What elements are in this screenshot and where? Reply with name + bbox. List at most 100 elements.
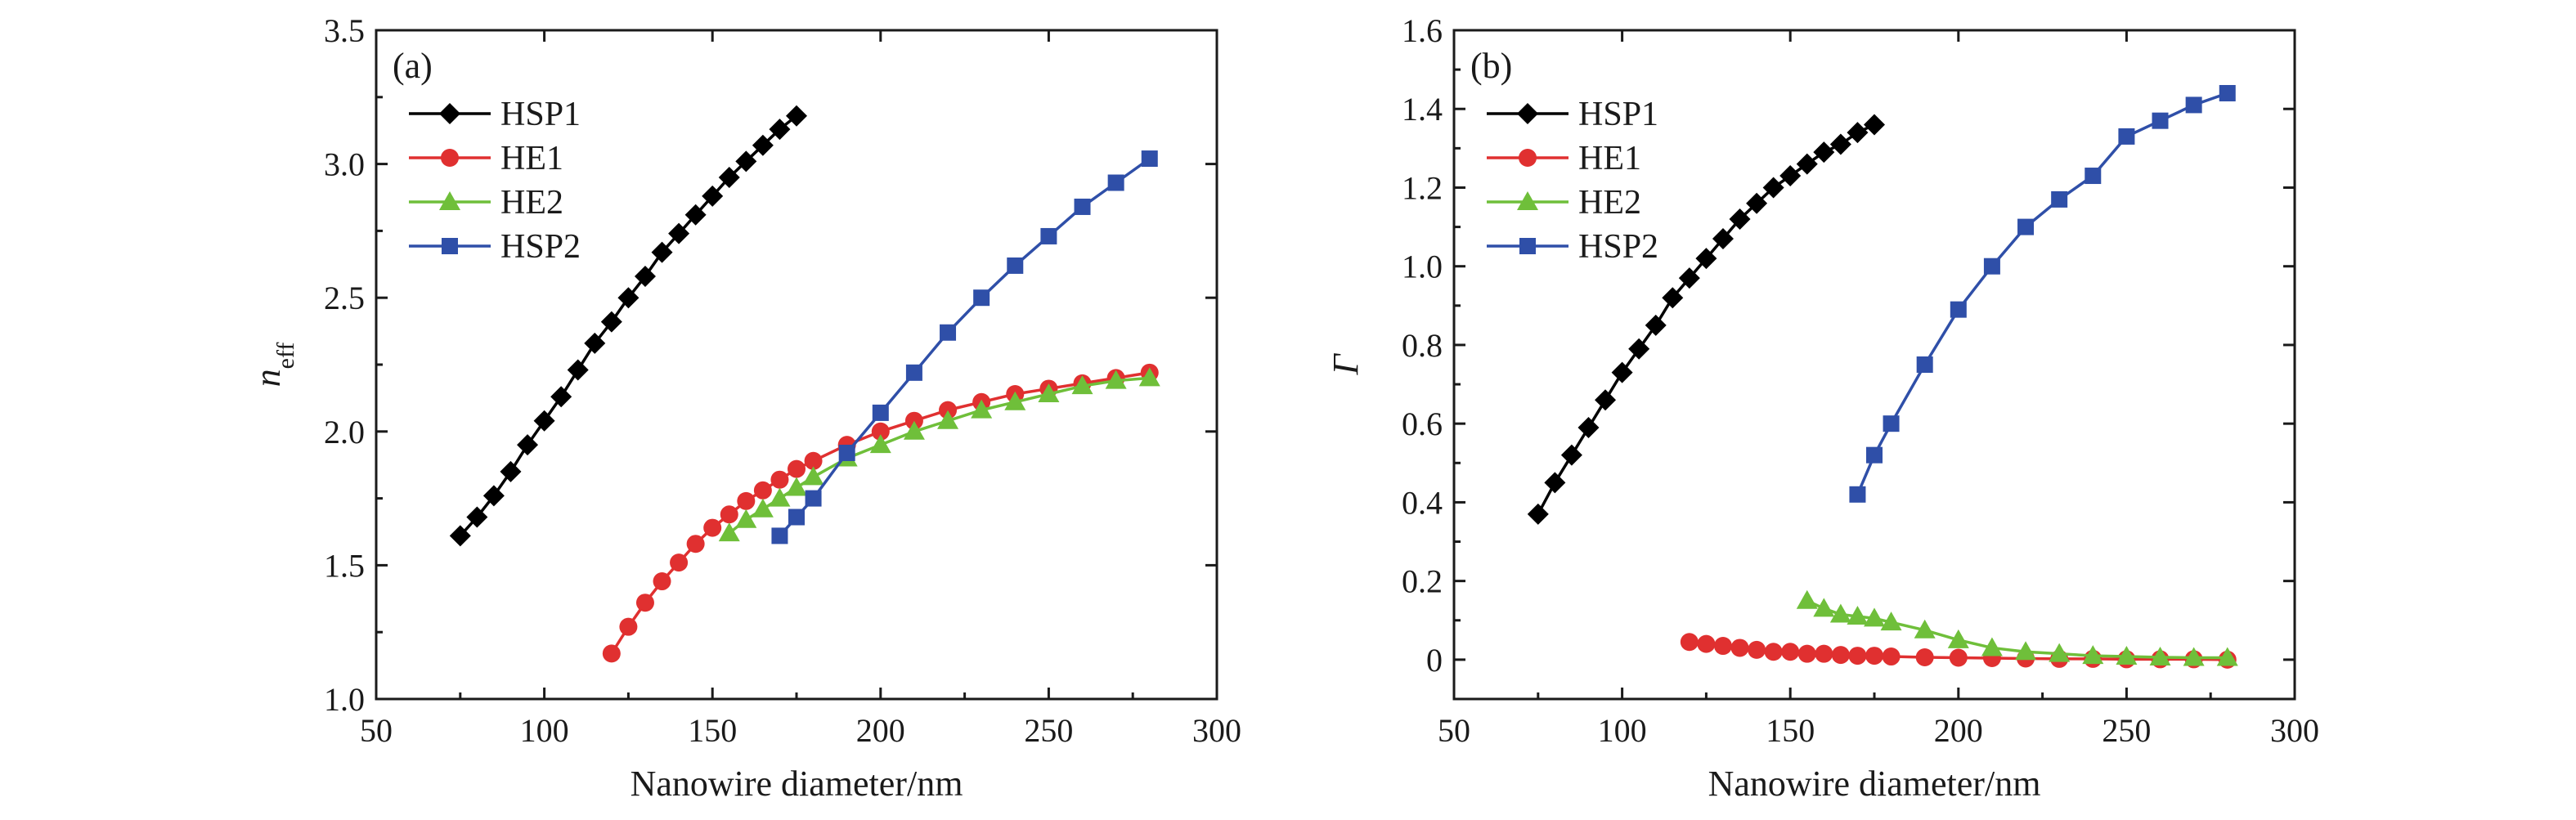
data-point-hsp2 <box>805 490 822 507</box>
series-line-hsp2 <box>1856 92 2228 495</box>
data-point-he2 <box>1004 391 1026 410</box>
data-point-he2 <box>735 509 757 528</box>
data-point-hsp1 <box>1544 472 1566 494</box>
y-tick-label: 0.8 <box>1402 327 1443 364</box>
data-point-he2 <box>1981 637 2003 656</box>
legend-marker-hsp1 <box>1517 103 1538 124</box>
x-axis-title: Nanowire diameter/nm <box>631 764 963 804</box>
data-point-he1 <box>670 553 689 572</box>
x-tick-label: 200 <box>856 712 905 749</box>
data-point-hsp1 <box>517 434 539 456</box>
data-point-he1 <box>602 644 621 663</box>
data-point-hsp2 <box>838 444 855 461</box>
data-point-he2 <box>2049 643 2071 662</box>
data-point-he2 <box>937 410 959 429</box>
data-point-hsp1 <box>1527 503 1549 525</box>
data-point-hsp1 <box>1662 287 1684 309</box>
data-point-hsp1 <box>769 119 791 141</box>
data-point-hsp1 <box>1847 122 1869 144</box>
data-point-hsp1 <box>752 134 774 156</box>
y-tick-label: 1.0 <box>1402 249 1443 285</box>
data-point-hsp2 <box>2219 84 2236 101</box>
data-point-hsp2 <box>2185 96 2202 114</box>
legend-label-hsp1: HSP1 <box>500 96 581 133</box>
data-point-he1 <box>1730 639 1749 657</box>
y-tick-label: 0.4 <box>1402 484 1443 521</box>
data-point-hsp1 <box>1628 338 1650 360</box>
data-point-he1 <box>804 451 823 470</box>
data-point-he2 <box>2015 641 2037 661</box>
data-point-hsp1 <box>584 332 606 354</box>
data-point-he1 <box>1748 640 1766 659</box>
y-tick-label: 1.0 <box>324 681 365 718</box>
data-point-hsp1 <box>1695 248 1717 270</box>
data-point-he2 <box>1796 589 1818 609</box>
data-point-he2 <box>1038 383 1060 402</box>
data-point-he2 <box>869 434 891 454</box>
data-point-hsp2 <box>905 364 922 381</box>
data-point-he2 <box>903 420 925 440</box>
data-point-hsp2 <box>1883 415 1900 432</box>
data-point-he1 <box>871 422 890 441</box>
data-point-hsp1 <box>718 166 740 188</box>
y-tick-label: 1.2 <box>1402 169 1443 206</box>
data-point-he1 <box>1949 648 1968 667</box>
y-tick-label: 3.5 <box>324 12 365 49</box>
data-point-he1 <box>703 518 722 537</box>
y-tick-label: 0.6 <box>1402 406 1443 442</box>
data-point-he1 <box>1713 637 1732 656</box>
data-point-he2 <box>1864 607 1885 627</box>
x-tick-label: 100 <box>520 712 569 749</box>
data-point-hsp2 <box>1141 150 1158 168</box>
data-point-he1 <box>1848 647 1867 665</box>
data-point-he2 <box>971 399 993 419</box>
data-point-he2 <box>718 522 740 542</box>
data-point-hsp1 <box>684 204 707 226</box>
legend-marker-hsp2 <box>442 238 458 254</box>
legend-marker-hsp2 <box>1519 238 1536 254</box>
data-point-hsp2 <box>1107 174 1124 191</box>
data-point-he1 <box>1831 646 1850 665</box>
data-point-he1 <box>1882 647 1901 666</box>
data-point-hsp1 <box>482 485 505 507</box>
y-tick-label: 0.2 <box>1402 563 1443 600</box>
x-tick-label: 250 <box>2102 712 2151 749</box>
data-point-hsp1 <box>550 386 572 408</box>
data-point-he2 <box>1071 375 1093 395</box>
data-point-he1 <box>1764 643 1783 661</box>
data-point-hsp1 <box>617 287 640 309</box>
data-point-he2 <box>2149 646 2171 665</box>
data-point-he1 <box>737 491 756 510</box>
x-tick-label: 50 <box>360 712 393 749</box>
data-point-hsp1 <box>600 311 622 333</box>
data-point-hsp1 <box>1813 141 1835 164</box>
data-point-he1 <box>686 535 705 553</box>
data-point-he1 <box>720 505 738 524</box>
data-point-hsp2 <box>2085 168 2102 185</box>
y-tick-label: 2.0 <box>324 414 365 450</box>
legend-marker-he2 <box>439 191 460 210</box>
panel-label: (a) <box>393 46 433 86</box>
legend-label-hsp2: HSP2 <box>1578 228 1658 266</box>
data-point-hsp1 <box>1829 133 1851 155</box>
data-point-hsp1 <box>1560 444 1582 466</box>
data-point-hsp1 <box>1611 361 1633 383</box>
panel-b: 50 100 150 200 250 300 0 0.2 0.4 0.6 0.8 1.0 1.2 1.4 1… <box>1326 12 2319 804</box>
x-tick-label: 300 <box>1192 712 1241 749</box>
y-tick-label: 1.5 <box>324 547 365 584</box>
x-tick-label: 300 <box>2270 712 2319 749</box>
data-point-he1 <box>1680 633 1699 652</box>
data-point-he2 <box>1914 619 1936 639</box>
data-point-he2 <box>2082 645 2104 665</box>
data-point-he2 <box>2183 647 2205 666</box>
data-point-hsp2 <box>2152 112 2169 129</box>
data-point-he2 <box>2216 647 2238 666</box>
y-tick-label: 3.0 <box>324 146 365 183</box>
data-point-he2 <box>1813 598 1835 617</box>
data-point-hsp1 <box>1729 208 1751 230</box>
data-point-hsp2 <box>788 509 805 526</box>
legend-marker-he1 <box>441 149 459 167</box>
data-point-he2 <box>1105 370 1127 389</box>
data-point-hsp2 <box>1983 258 2000 275</box>
data-point-hsp2 <box>1040 227 1057 244</box>
